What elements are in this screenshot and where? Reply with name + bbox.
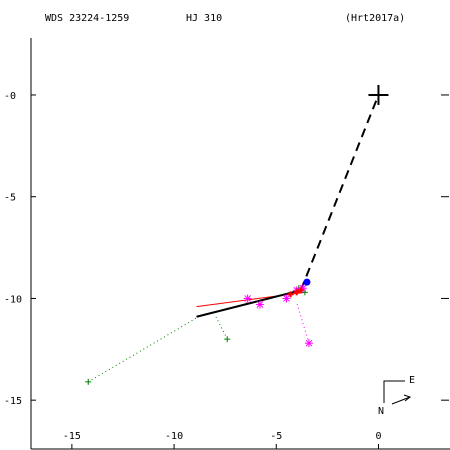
y-tick-label: -10 bbox=[4, 294, 22, 305]
star-d2 bbox=[244, 295, 252, 302]
residual-line bbox=[296, 302, 310, 344]
observation-star bbox=[243, 294, 252, 303]
observation-red-plus bbox=[287, 291, 294, 298]
observation-plus bbox=[224, 336, 231, 343]
observation-plus bbox=[85, 378, 92, 385]
primary-star-marker bbox=[368, 84, 389, 105]
observation-star bbox=[255, 300, 264, 309]
residual-line bbox=[214, 314, 228, 340]
star-d2 bbox=[305, 339, 313, 347]
x-tick-label: -10 bbox=[165, 431, 183, 442]
orbit-line bbox=[196, 289, 302, 318]
compass-east-label: E bbox=[409, 375, 415, 386]
x-tick-label: 0 bbox=[375, 431, 381, 442]
reference-label: (Hrt2017a) bbox=[345, 13, 405, 24]
plot-frame bbox=[30, 38, 450, 450]
observation-red-plus bbox=[293, 289, 300, 296]
compass-north-label: N bbox=[378, 406, 384, 417]
residual-lines bbox=[87, 298, 310, 383]
x-tick-label: -5 bbox=[270, 431, 282, 442]
wds-label: WDS 23224-1259 bbox=[45, 13, 129, 24]
axis-tick-labels: -15 -10 -5 0 -0 -5 -10 -15 bbox=[4, 91, 381, 442]
observation-star bbox=[304, 339, 313, 348]
y-tick-label: -0 bbox=[4, 91, 16, 102]
observation-red-plus bbox=[297, 287, 304, 294]
star-d2 bbox=[283, 295, 290, 302]
dashed-line bbox=[299, 94, 380, 291]
y-tick-label: -5 bbox=[4, 193, 16, 204]
current-position-dot bbox=[303, 278, 311, 286]
observation-star bbox=[282, 294, 291, 303]
compass-icon: E N bbox=[378, 375, 415, 417]
observation-marks bbox=[85, 84, 389, 385]
star-name-label: HJ 310 bbox=[186, 13, 222, 24]
axis-ticks bbox=[31, 94, 449, 449]
orbit-lines bbox=[196, 94, 380, 318]
star-d2 bbox=[256, 301, 264, 308]
x-tick-label: -15 bbox=[63, 431, 81, 442]
y-tick-label: -15 bbox=[4, 396, 22, 407]
residual-line bbox=[87, 316, 199, 383]
